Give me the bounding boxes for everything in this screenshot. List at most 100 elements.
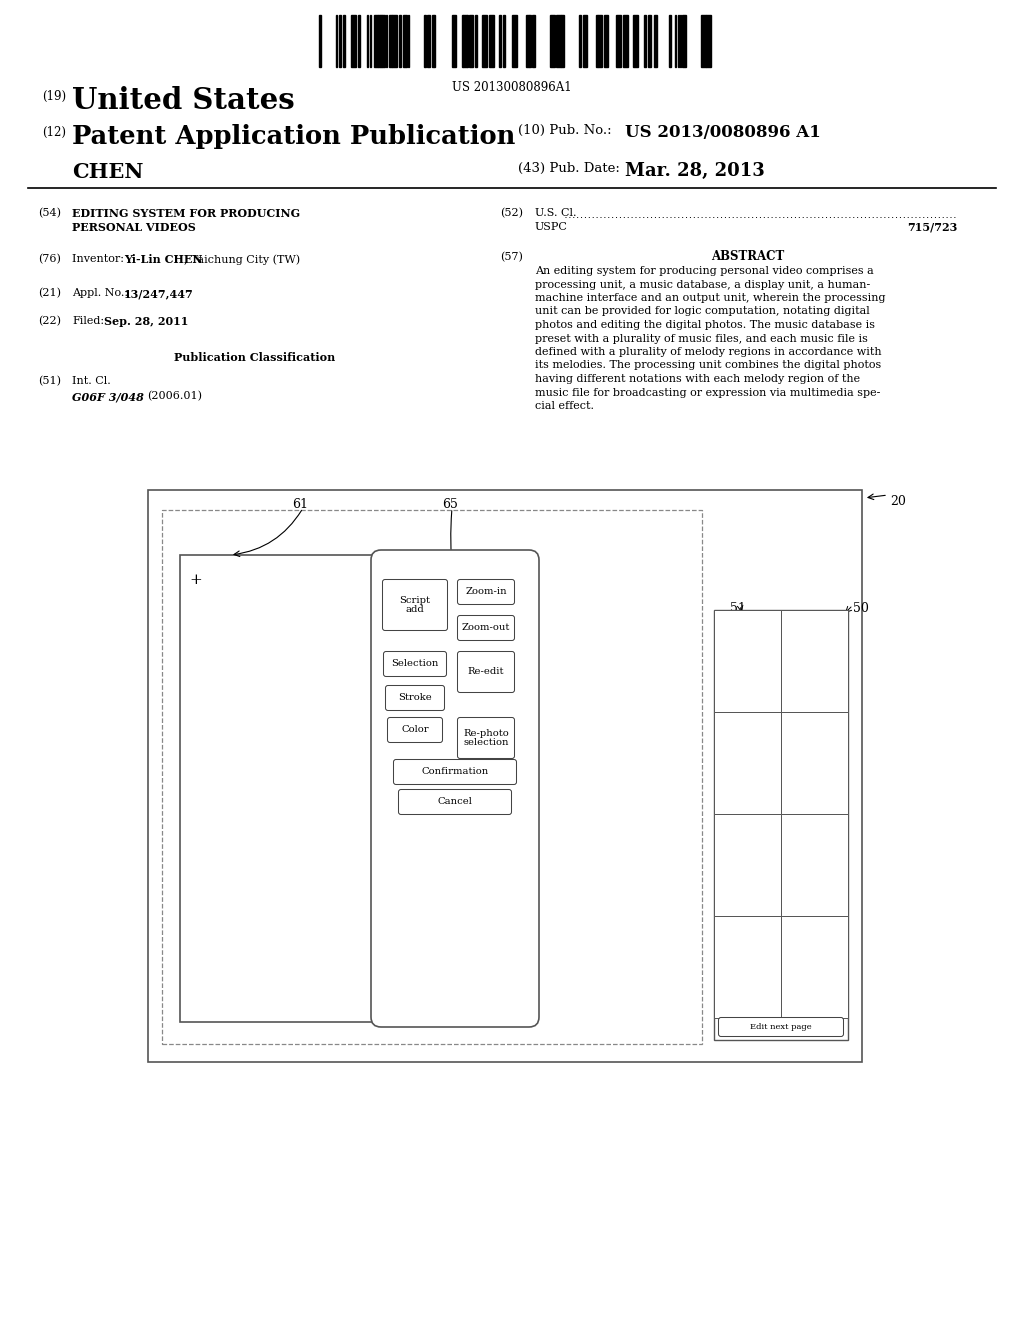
Bar xyxy=(424,15,426,67)
FancyBboxPatch shape xyxy=(385,685,444,710)
Bar xyxy=(781,610,848,711)
Bar xyxy=(781,916,848,1018)
Text: 50: 50 xyxy=(853,602,869,615)
Text: US 20130080896A1: US 20130080896A1 xyxy=(453,81,571,94)
Bar xyxy=(499,15,501,67)
FancyBboxPatch shape xyxy=(458,615,514,640)
Text: cial effect.: cial effect. xyxy=(535,401,594,411)
Text: Stroke: Stroke xyxy=(398,693,432,702)
Text: United States: United States xyxy=(72,86,295,115)
Text: U.S. Cl.: U.S. Cl. xyxy=(535,209,577,218)
Bar xyxy=(598,15,602,67)
Bar xyxy=(351,15,356,67)
Text: Sep. 28, 2011: Sep. 28, 2011 xyxy=(104,315,188,327)
Text: Zoom-in: Zoom-in xyxy=(465,587,507,597)
Bar xyxy=(392,15,397,67)
Bar xyxy=(339,15,341,67)
Text: G06F 3/048: G06F 3/048 xyxy=(72,391,144,403)
Bar xyxy=(532,15,535,67)
Text: machine interface and an output unit, wherein the processing: machine interface and an output unit, wh… xyxy=(535,293,886,304)
Text: unit can be provided for logic computation, notating digital: unit can be provided for logic computati… xyxy=(535,306,869,317)
Bar xyxy=(374,15,378,67)
Bar xyxy=(180,554,380,1022)
Text: USPC: USPC xyxy=(535,222,568,232)
Text: (51): (51) xyxy=(38,376,61,387)
Text: 13/247,447: 13/247,447 xyxy=(124,288,194,300)
Text: having different notations with each melody region of the: having different notations with each mel… xyxy=(535,374,860,384)
Text: (2006.01): (2006.01) xyxy=(147,391,202,401)
Bar xyxy=(162,510,702,1044)
Text: Patent Application Publication: Patent Application Publication xyxy=(72,124,515,149)
Bar xyxy=(343,15,345,67)
Bar xyxy=(399,15,401,67)
Bar xyxy=(701,15,706,67)
FancyBboxPatch shape xyxy=(371,550,539,1027)
FancyBboxPatch shape xyxy=(458,652,514,693)
Text: , Taichung City (TW): , Taichung City (TW) xyxy=(184,253,300,264)
Text: Color: Color xyxy=(401,726,429,734)
Text: Publication Classification: Publication Classification xyxy=(174,352,336,363)
Text: Confirmation: Confirmation xyxy=(421,767,488,776)
Text: An editing system for producing personal video comprises a: An editing system for producing personal… xyxy=(535,267,873,276)
Text: its melodies. The processing unit combines the digital photos: its melodies. The processing unit combin… xyxy=(535,360,882,371)
Text: (22): (22) xyxy=(38,315,61,326)
FancyBboxPatch shape xyxy=(384,652,446,676)
Text: (57): (57) xyxy=(500,252,523,263)
FancyBboxPatch shape xyxy=(458,579,514,605)
Bar xyxy=(526,15,529,67)
Text: +: + xyxy=(189,573,202,587)
Text: Re-edit: Re-edit xyxy=(468,668,504,676)
Bar xyxy=(561,15,564,67)
FancyBboxPatch shape xyxy=(387,718,442,742)
Bar xyxy=(512,15,517,67)
Bar xyxy=(403,15,407,67)
Text: (54): (54) xyxy=(38,209,61,218)
Bar xyxy=(469,15,473,67)
FancyBboxPatch shape xyxy=(458,718,514,759)
Bar xyxy=(463,15,467,67)
Bar xyxy=(648,15,651,67)
Bar xyxy=(714,610,781,711)
Text: PERSONAL VIDEOS: PERSONAL VIDEOS xyxy=(72,222,196,234)
Text: 65: 65 xyxy=(442,498,458,511)
Bar xyxy=(706,15,711,67)
Bar xyxy=(427,15,430,67)
Bar xyxy=(148,490,862,1063)
Bar xyxy=(489,15,494,67)
Bar xyxy=(669,15,671,67)
Text: 20: 20 xyxy=(890,495,906,508)
Bar xyxy=(616,15,621,67)
Text: photos and editing the digital photos. The music database is: photos and editing the digital photos. T… xyxy=(535,319,874,330)
Text: (19): (19) xyxy=(42,90,67,103)
Bar xyxy=(714,814,781,916)
Text: (10) Pub. No.:: (10) Pub. No.: xyxy=(518,124,611,137)
FancyBboxPatch shape xyxy=(383,579,447,631)
Bar xyxy=(633,15,638,67)
Text: EDITING SYSTEM FOR PRODUCING: EDITING SYSTEM FOR PRODUCING xyxy=(72,209,300,219)
Text: (52): (52) xyxy=(500,209,523,218)
Bar xyxy=(452,15,456,67)
Text: Int. Cl.: Int. Cl. xyxy=(72,376,111,385)
Text: Inventor:: Inventor: xyxy=(72,253,131,264)
Bar xyxy=(682,15,686,67)
Bar xyxy=(714,711,781,814)
FancyBboxPatch shape xyxy=(719,1018,844,1036)
Text: ABSTRACT: ABSTRACT xyxy=(712,249,784,263)
Text: preset with a plurality of music files, and each music file is: preset with a plurality of music files, … xyxy=(535,334,868,343)
Bar xyxy=(781,711,848,814)
Bar xyxy=(503,15,505,67)
Bar xyxy=(382,15,385,67)
Bar xyxy=(556,15,561,67)
Bar xyxy=(654,15,657,67)
Bar xyxy=(482,15,487,67)
Text: Filed:: Filed: xyxy=(72,315,104,326)
Text: Mar. 28, 2013: Mar. 28, 2013 xyxy=(625,162,765,180)
Bar xyxy=(432,15,434,67)
Text: US 2013/0080896 A1: US 2013/0080896 A1 xyxy=(625,124,821,141)
Bar xyxy=(550,15,555,67)
Bar xyxy=(604,15,608,67)
Bar xyxy=(389,15,392,67)
Text: defined with a plurality of melody regions in accordance with: defined with a plurality of melody regio… xyxy=(535,347,882,356)
Bar xyxy=(583,15,587,67)
Bar xyxy=(378,15,380,67)
